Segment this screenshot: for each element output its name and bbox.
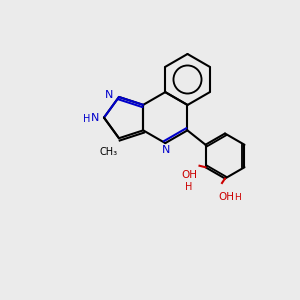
Text: OH: OH (181, 170, 197, 180)
Text: CH₃: CH₃ (99, 147, 118, 157)
Text: H: H (83, 114, 90, 124)
Text: H: H (185, 182, 193, 192)
Text: N: N (105, 90, 114, 100)
Text: N: N (91, 112, 99, 123)
Text: H: H (234, 194, 241, 202)
Text: N: N (162, 145, 170, 155)
Text: OH: OH (218, 191, 235, 202)
